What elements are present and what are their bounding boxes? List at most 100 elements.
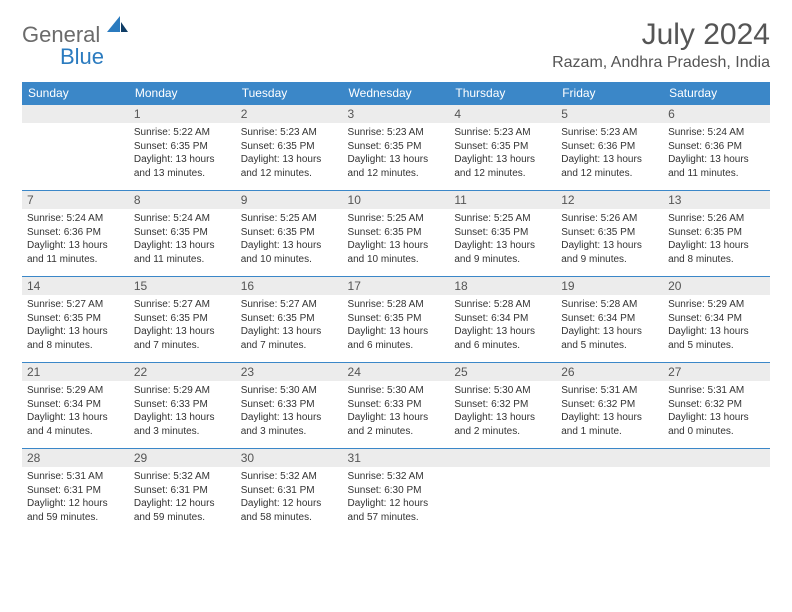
calendar-day-cell: 13Sunrise: 5:26 AMSunset: 6:35 PMDayligh… [663,191,770,277]
day-detail: Sunrise: 5:25 AMSunset: 6:35 PMDaylight:… [236,209,343,269]
day-number: 1 [129,105,236,123]
day-detail: Sunrise: 5:28 AMSunset: 6:34 PMDaylight:… [556,295,663,355]
calendar-day-cell: 30Sunrise: 5:32 AMSunset: 6:31 PMDayligh… [236,449,343,535]
day-number [663,449,770,467]
day-detail: Sunrise: 5:26 AMSunset: 6:35 PMDaylight:… [663,209,770,269]
day-number: 13 [663,191,770,209]
calendar-empty-cell [556,449,663,535]
day-number [22,105,129,123]
calendar-day-cell: 24Sunrise: 5:30 AMSunset: 6:33 PMDayligh… [343,363,450,449]
calendar-day-cell: 1Sunrise: 5:22 AMSunset: 6:35 PMDaylight… [129,105,236,191]
calendar-day-cell: 5Sunrise: 5:23 AMSunset: 6:36 PMDaylight… [556,105,663,191]
day-number [556,449,663,467]
calendar-day-cell: 29Sunrise: 5:32 AMSunset: 6:31 PMDayligh… [129,449,236,535]
calendar-row: 14Sunrise: 5:27 AMSunset: 6:35 PMDayligh… [22,277,770,363]
day-detail: Sunrise: 5:25 AMSunset: 6:35 PMDaylight:… [343,209,450,269]
day-number: 5 [556,105,663,123]
day-detail: Sunrise: 5:31 AMSunset: 6:32 PMDaylight:… [663,381,770,441]
day-number: 6 [663,105,770,123]
calendar-day-cell: 8Sunrise: 5:24 AMSunset: 6:35 PMDaylight… [129,191,236,277]
day-number: 21 [22,363,129,381]
day-number: 7 [22,191,129,209]
day-number: 4 [449,105,556,123]
page-title: July 2024 [552,18,770,52]
calendar-day-cell: 9Sunrise: 5:25 AMSunset: 6:35 PMDaylight… [236,191,343,277]
day-detail: Sunrise: 5:23 AMSunset: 6:36 PMDaylight:… [556,123,663,183]
calendar-empty-cell [22,105,129,191]
calendar-day-cell: 25Sunrise: 5:30 AMSunset: 6:32 PMDayligh… [449,363,556,449]
calendar-day-cell: 7Sunrise: 5:24 AMSunset: 6:36 PMDaylight… [22,191,129,277]
day-detail: Sunrise: 5:24 AMSunset: 6:36 PMDaylight:… [663,123,770,183]
day-number: 22 [129,363,236,381]
day-detail: Sunrise: 5:31 AMSunset: 6:32 PMDaylight:… [556,381,663,441]
day-number: 11 [449,191,556,209]
calendar-day-cell: 16Sunrise: 5:27 AMSunset: 6:35 PMDayligh… [236,277,343,363]
logo-text-blue: Blue [60,44,129,70]
day-detail: Sunrise: 5:29 AMSunset: 6:33 PMDaylight:… [129,381,236,441]
weekday-header: Saturday [663,82,770,105]
day-number: 12 [556,191,663,209]
calendar-day-cell: 14Sunrise: 5:27 AMSunset: 6:35 PMDayligh… [22,277,129,363]
calendar-day-cell: 23Sunrise: 5:30 AMSunset: 6:33 PMDayligh… [236,363,343,449]
day-detail: Sunrise: 5:32 AMSunset: 6:31 PMDaylight:… [236,467,343,527]
calendar-empty-cell [663,449,770,535]
calendar-day-cell: 26Sunrise: 5:31 AMSunset: 6:32 PMDayligh… [556,363,663,449]
calendar-day-cell: 31Sunrise: 5:32 AMSunset: 6:30 PMDayligh… [343,449,450,535]
day-detail: Sunrise: 5:32 AMSunset: 6:30 PMDaylight:… [343,467,450,527]
calendar-day-cell: 28Sunrise: 5:31 AMSunset: 6:31 PMDayligh… [22,449,129,535]
day-detail: Sunrise: 5:30 AMSunset: 6:33 PMDaylight:… [343,381,450,441]
calendar-day-cell: 4Sunrise: 5:23 AMSunset: 6:35 PMDaylight… [449,105,556,191]
weekday-header: Monday [129,82,236,105]
calendar-day-cell: 19Sunrise: 5:28 AMSunset: 6:34 PMDayligh… [556,277,663,363]
day-number: 20 [663,277,770,295]
day-detail: Sunrise: 5:29 AMSunset: 6:34 PMDaylight:… [22,381,129,441]
day-detail: Sunrise: 5:30 AMSunset: 6:33 PMDaylight:… [236,381,343,441]
day-detail: Sunrise: 5:27 AMSunset: 6:35 PMDaylight:… [236,295,343,355]
calendar-day-cell: 10Sunrise: 5:25 AMSunset: 6:35 PMDayligh… [343,191,450,277]
calendar-row: 7Sunrise: 5:24 AMSunset: 6:36 PMDaylight… [22,191,770,277]
weekday-header: Thursday [449,82,556,105]
calendar-day-cell: 15Sunrise: 5:27 AMSunset: 6:35 PMDayligh… [129,277,236,363]
day-detail: Sunrise: 5:28 AMSunset: 6:34 PMDaylight:… [449,295,556,355]
day-number: 29 [129,449,236,467]
weekday-header: Wednesday [343,82,450,105]
day-detail: Sunrise: 5:26 AMSunset: 6:35 PMDaylight:… [556,209,663,269]
day-number: 17 [343,277,450,295]
day-number: 15 [129,277,236,295]
calendar-day-cell: 3Sunrise: 5:23 AMSunset: 6:35 PMDaylight… [343,105,450,191]
calendar-day-cell: 18Sunrise: 5:28 AMSunset: 6:34 PMDayligh… [449,277,556,363]
day-number: 23 [236,363,343,381]
location-label: Razam, Andhra Pradesh, India [552,54,770,72]
calendar-row: 21Sunrise: 5:29 AMSunset: 6:34 PMDayligh… [22,363,770,449]
logo-sail-icon [107,16,129,39]
day-detail: Sunrise: 5:23 AMSunset: 6:35 PMDaylight:… [343,123,450,183]
day-detail: Sunrise: 5:27 AMSunset: 6:35 PMDaylight:… [129,295,236,355]
calendar-day-cell: 11Sunrise: 5:25 AMSunset: 6:35 PMDayligh… [449,191,556,277]
day-number: 9 [236,191,343,209]
calendar-day-cell: 2Sunrise: 5:23 AMSunset: 6:35 PMDaylight… [236,105,343,191]
weekday-header: Tuesday [236,82,343,105]
calendar-day-cell: 27Sunrise: 5:31 AMSunset: 6:32 PMDayligh… [663,363,770,449]
weekday-header: Friday [556,82,663,105]
day-number: 25 [449,363,556,381]
day-detail: Sunrise: 5:23 AMSunset: 6:35 PMDaylight:… [236,123,343,183]
calendar-row: 28Sunrise: 5:31 AMSunset: 6:31 PMDayligh… [22,449,770,535]
day-number: 14 [22,277,129,295]
header: General Blue July 2024 Razam, Andhra Pra… [22,18,770,72]
calendar-day-cell: 17Sunrise: 5:28 AMSunset: 6:35 PMDayligh… [343,277,450,363]
calendar-day-cell: 6Sunrise: 5:24 AMSunset: 6:36 PMDaylight… [663,105,770,191]
calendar-day-cell: 12Sunrise: 5:26 AMSunset: 6:35 PMDayligh… [556,191,663,277]
day-detail: Sunrise: 5:24 AMSunset: 6:36 PMDaylight:… [22,209,129,269]
day-number: 2 [236,105,343,123]
calendar-empty-cell [449,449,556,535]
day-number [449,449,556,467]
day-detail: Sunrise: 5:28 AMSunset: 6:35 PMDaylight:… [343,295,450,355]
day-detail: Sunrise: 5:23 AMSunset: 6:35 PMDaylight:… [449,123,556,183]
day-detail: Sunrise: 5:24 AMSunset: 6:35 PMDaylight:… [129,209,236,269]
calendar-day-cell: 20Sunrise: 5:29 AMSunset: 6:34 PMDayligh… [663,277,770,363]
day-number: 26 [556,363,663,381]
calendar-row: 1Sunrise: 5:22 AMSunset: 6:35 PMDaylight… [22,105,770,191]
day-number: 27 [663,363,770,381]
logo: General Blue [22,22,129,70]
day-detail: Sunrise: 5:32 AMSunset: 6:31 PMDaylight:… [129,467,236,527]
